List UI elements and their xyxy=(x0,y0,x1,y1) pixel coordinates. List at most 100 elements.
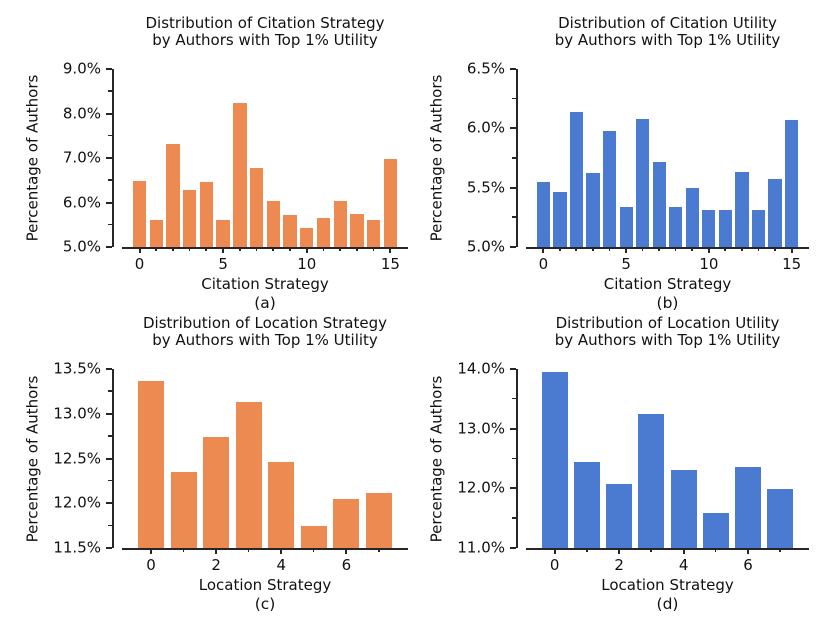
y-tick-label: 6.0% xyxy=(466,118,505,137)
bar-0 xyxy=(536,181,550,247)
x-minor-tick xyxy=(272,247,274,251)
bars-area xyxy=(122,369,408,548)
x-tick-label: 0 xyxy=(134,255,145,273)
bar-1 xyxy=(149,220,163,247)
x-major-tick xyxy=(625,247,628,253)
chart-title-line1: Distribution of Citation Utility xyxy=(558,14,777,32)
bar-2 xyxy=(203,437,230,548)
y-tick-label: 14.0% xyxy=(457,359,505,378)
y-axis-label: Percentage of Authors xyxy=(23,74,42,242)
x-axis-spine xyxy=(122,548,408,550)
bar-9 xyxy=(283,214,297,247)
bar-3 xyxy=(586,173,600,247)
y-tick-label: 12.0% xyxy=(457,478,505,497)
x-minor-tick xyxy=(592,247,594,251)
subplot-d: Distribution of Location Utility by Auth… xyxy=(427,315,809,613)
y-major-tick xyxy=(510,246,516,248)
bar-14 xyxy=(768,179,782,247)
bar-8 xyxy=(669,206,683,247)
x-minor-tick xyxy=(757,247,760,251)
y-axis-label: Percentage of Authors xyxy=(427,74,446,242)
x-minor-tick xyxy=(188,247,191,251)
y-tick-label: 8.0% xyxy=(62,104,101,122)
y-minor-tick xyxy=(108,479,112,482)
x-major-tick xyxy=(790,247,793,253)
x-major-tick xyxy=(618,548,621,554)
x-tick-label: 10 xyxy=(699,255,719,273)
y-tick-label: 11.5% xyxy=(53,538,101,557)
x-tick-label: 0 xyxy=(146,556,156,574)
bar-6 xyxy=(233,102,247,247)
bar-4 xyxy=(199,182,214,247)
x-minor-tick xyxy=(650,548,652,552)
x-axis-label: Citation Strategy xyxy=(201,275,329,293)
y-tick-label: 5.0% xyxy=(62,237,101,256)
x-major-tick xyxy=(747,548,750,554)
bar-13 xyxy=(751,210,766,247)
x-tick-label: 15 xyxy=(782,255,802,273)
x-minor-tick xyxy=(339,247,341,251)
y-major-tick xyxy=(106,246,112,248)
bar-15 xyxy=(785,120,799,247)
bar-5 xyxy=(216,220,230,247)
x-major-tick xyxy=(542,247,545,253)
chart-title: Distribution of Location Strategy by Aut… xyxy=(143,315,387,348)
bar-10 xyxy=(702,210,716,247)
y-major-tick xyxy=(106,157,112,159)
bar-1 xyxy=(553,192,567,247)
bar-7 xyxy=(249,167,264,247)
y-major-tick xyxy=(510,547,516,549)
x-major-tick xyxy=(215,548,218,554)
x-axis-label: Location Strategy xyxy=(198,576,332,594)
y-tick-label: 13.0% xyxy=(457,419,505,438)
x-axis-spine xyxy=(526,247,809,249)
x-major-tick xyxy=(222,247,225,253)
y-tick-label: 12.5% xyxy=(53,449,101,467)
y-minor-tick xyxy=(108,223,112,226)
y-tick-label: 13.0% xyxy=(53,404,101,423)
chart-title-line2: by Authors with Top 1% Utility xyxy=(152,330,378,349)
y-major-tick xyxy=(106,412,112,415)
x-minor-tick xyxy=(205,247,208,251)
x-major-tick xyxy=(682,548,685,554)
chart-title: Distribution of Citation Strategy by Aut… xyxy=(146,15,385,48)
x-minor-tick xyxy=(238,247,241,251)
x-minor-tick xyxy=(182,548,185,552)
y-major-tick xyxy=(106,112,112,115)
chart-title-line2: by Authors with Top 1% Utility xyxy=(152,30,378,49)
bar-15 xyxy=(383,159,398,247)
x-minor-tick xyxy=(724,247,727,251)
y-major-tick xyxy=(106,368,112,370)
y-minor-tick xyxy=(108,134,112,137)
x-minor-tick xyxy=(172,247,174,251)
x-axis-label: Citation Strategy xyxy=(603,275,732,293)
x-minor-tick xyxy=(585,548,588,552)
bar-7 xyxy=(365,492,393,548)
x-minor-tick xyxy=(740,247,743,251)
x-minor-tick xyxy=(558,247,561,251)
x-major-tick xyxy=(389,247,392,253)
x-minor-tick xyxy=(378,548,380,552)
bar-4 xyxy=(268,462,295,548)
x-tick-label: 10 xyxy=(297,255,317,273)
bar-2 xyxy=(569,111,584,247)
x-minor-tick xyxy=(714,548,717,552)
bar-3 xyxy=(638,414,665,548)
bar-13 xyxy=(350,214,364,247)
x-axis-label: Location Strategy xyxy=(601,576,734,594)
x-tick-label: 5 xyxy=(218,255,228,273)
bars-area xyxy=(526,369,809,548)
bar-6 xyxy=(735,466,761,548)
bar-3 xyxy=(235,402,262,548)
x-minor-tick xyxy=(289,247,291,251)
x-axis-spine xyxy=(526,548,809,550)
y-major-tick xyxy=(106,68,112,70)
y-tick-label: 7.0% xyxy=(62,148,101,167)
bar-0 xyxy=(132,181,147,247)
bar-3 xyxy=(183,190,197,247)
y-major-tick xyxy=(106,201,112,204)
subplot-b: Distribution of Citation Utility by Auth… xyxy=(427,15,809,312)
x-major-tick xyxy=(305,247,308,253)
subplot-caption: (d) xyxy=(656,595,679,613)
